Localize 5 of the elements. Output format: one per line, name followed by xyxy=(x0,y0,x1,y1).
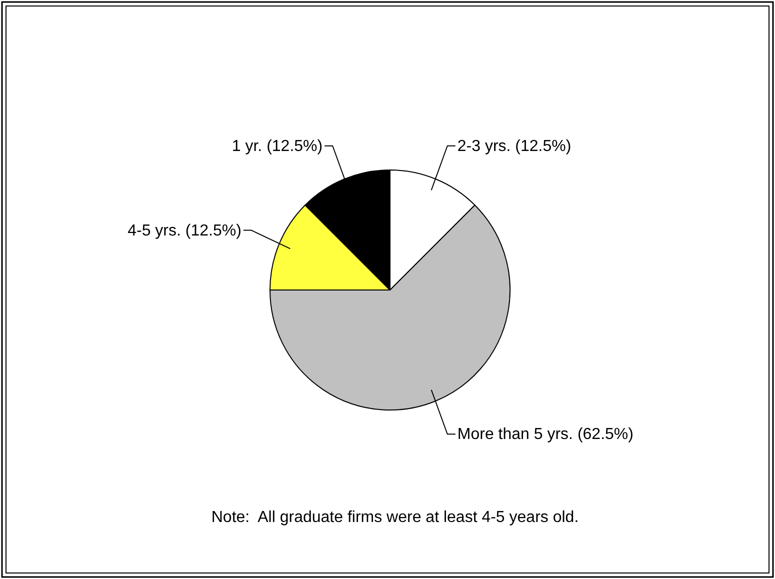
text: Note: All graduate firms were at least 4-5 years old. xyxy=(211,509,579,526)
slice-label: 4-5 yrs. (12.5%) xyxy=(128,222,242,240)
slice-label: 1 yr. (12.5%) xyxy=(232,138,323,155)
slice-label: 2-3 yrs. (12.5%) xyxy=(457,138,572,155)
slice-label: More than 5 yrs. (62.5%) xyxy=(457,426,634,444)
